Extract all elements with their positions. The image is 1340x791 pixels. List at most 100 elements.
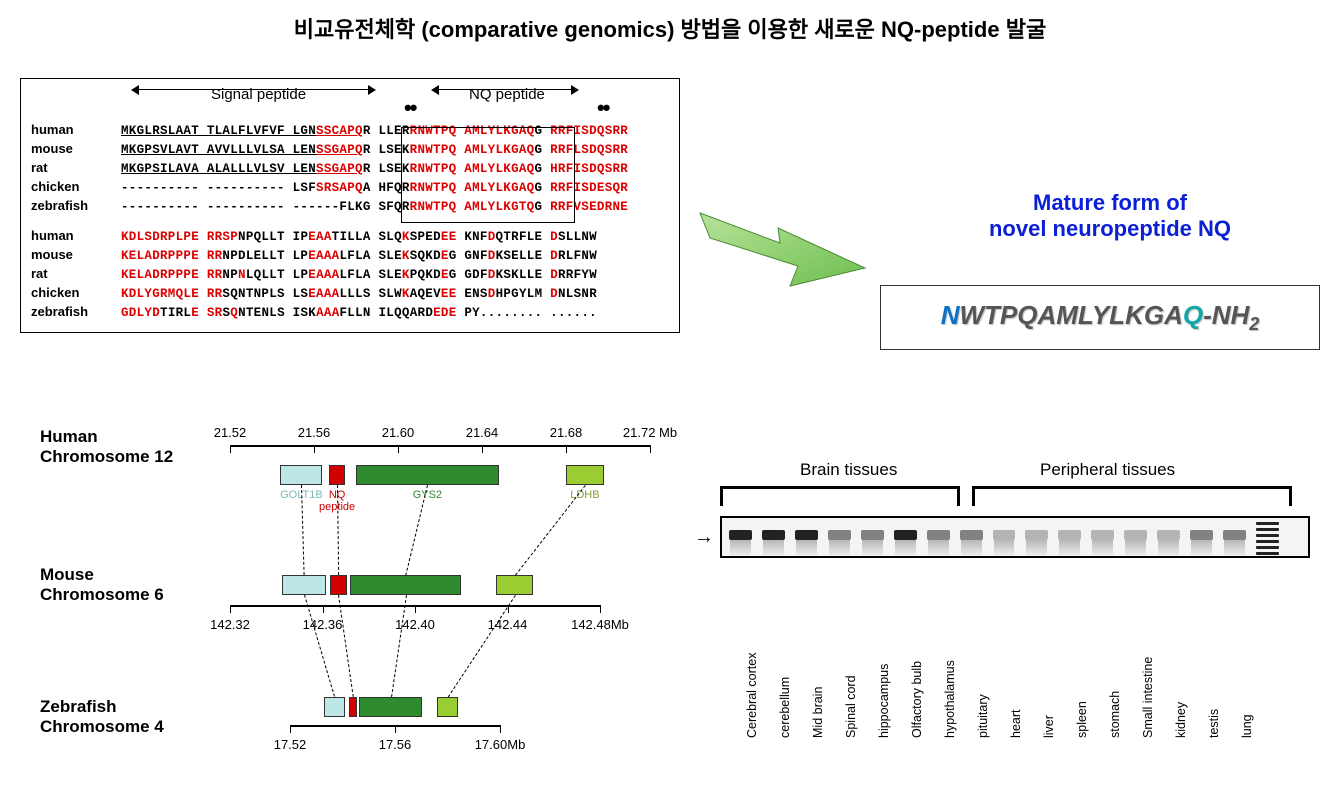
mature-seq-q: Q — [1183, 300, 1203, 330]
mature-seq-n: N — [941, 300, 960, 330]
species-label: zebrafish — [31, 303, 121, 321]
alignment-block-1: humanMKGLRSLAAT TLALFLVFVF LGNSSCAPQR LL… — [31, 121, 669, 215]
zebrafish-chromosome-label: Zebrafish Chromosome 4 — [40, 697, 164, 738]
lane-label: hippocampus — [877, 618, 891, 738]
lane-label: Cerebral cortex — [745, 618, 759, 738]
axis-tick-label: 17.52 — [274, 737, 307, 752]
lane-label: lung — [1240, 618, 1254, 738]
cleavage-marker-left: •• — [404, 93, 415, 123]
gene-block — [324, 697, 345, 717]
gene-block — [349, 697, 357, 717]
mature-title-line2: novel neuropeptide NQ — [989, 216, 1231, 241]
gel-lane — [858, 518, 887, 556]
lane-label: stomach — [1108, 618, 1122, 738]
gene-block — [496, 575, 533, 595]
alignment-row: zebrafish---------- ---------- ------FLK… — [31, 197, 669, 216]
axis-tick-label: 21.60 — [382, 425, 415, 440]
human-gene-track: GOLT1BNQ peptideGYS2LDHB — [230, 465, 650, 485]
sequence: KDLSDRPLPE RRSPNPQLLT IPEAATILLA SLQKSPE… — [121, 230, 597, 244]
gel-lane — [1088, 518, 1117, 556]
mature-seq-mid: WTPQAMLYLKGA — [959, 300, 1182, 330]
mature-seq-suffix: -NH — [1203, 300, 1249, 330]
mature-seq-sub: 2 — [1249, 314, 1259, 334]
alignment-row: humanMKGLRSLAAT TLALFLVFVF LGNSSCAPQR LL… — [31, 121, 669, 140]
alignment-panel: Signal peptide NQ peptide •• •• humanMKG… — [20, 78, 680, 333]
sequence: MKGPSVLAVT AVVLLLVLSA LENSSGAPQR LSEKRNW… — [121, 143, 628, 157]
gene-block — [359, 697, 422, 717]
alignment-row: mouseMKGPSVLAVT AVVLLLVLSA LENSSGAPQR LS… — [31, 140, 669, 159]
brain-tissues-label: Brain tissues — [800, 460, 897, 480]
gel-wrap: Cerebral cortexcerebellumMid brainSpinal… — [720, 516, 1310, 558]
mouse-gene-track — [230, 575, 600, 595]
human-chromosome-label: Human Chromosome 12 — [40, 427, 173, 468]
sequence: MKGPSILAVA ALALLLVLSV LENSSGAPQR LSEKRNW… — [121, 162, 628, 176]
gene-block — [356, 465, 499, 485]
gel-lane — [1055, 518, 1084, 556]
green-arrow-icon — [690, 208, 870, 288]
gel-lane — [924, 518, 953, 556]
sequence: KELADRPPPE RRNPDLELLT LPEAAALFLA SLEKSQK… — [121, 249, 597, 263]
gene-block — [282, 575, 326, 595]
lane-label: cerebellum — [778, 618, 792, 738]
alignment-row: mouseKELADRPPPE RRNPDLELLT LPEAAALFLA SL… — [31, 246, 669, 265]
lane-label: hypothalamus — [943, 618, 957, 738]
alignment-row: zebrafishGDLYDTIRLE SRSQNTENLS ISKAAAFLL… — [31, 303, 669, 322]
species-label: rat — [31, 265, 121, 283]
gel-lane — [825, 518, 854, 556]
gel-lane — [1154, 518, 1183, 556]
gel-lane — [1220, 518, 1249, 556]
human-l1: Human — [40, 427, 98, 446]
species-label: chicken — [31, 284, 121, 302]
gene-block — [280, 465, 322, 485]
mature-form-title: Mature form of novel neuropeptide NQ — [920, 190, 1300, 243]
gel-lane — [891, 518, 920, 556]
gel-lane — [1022, 518, 1051, 556]
mature-title-line1: Mature form of — [1033, 190, 1187, 215]
synteny-link — [515, 485, 586, 576]
axis-tick-label: 21.64 — [466, 425, 499, 440]
zfish-l2: Chromosome 4 — [40, 717, 164, 736]
sequence: KDLYGRMQLE RRSQNTNPLS LSEAAALLLS SLWKAQE… — [121, 287, 597, 301]
zfish-gene-track — [290, 697, 500, 717]
axis-tick-label: 142.32 — [210, 617, 250, 632]
signal-peptide-range-arrow — [131, 85, 376, 95]
alignment-headers: Signal peptide NQ peptide •• •• — [31, 87, 669, 121]
gene-label: GYS2 — [413, 489, 442, 501]
gene-block — [437, 697, 458, 717]
zfish-axis: 17.5217.5617.60Mb — [290, 725, 500, 741]
gel-lane — [759, 518, 788, 556]
lane-label: heart — [1009, 618, 1023, 738]
lane-label: testis — [1207, 618, 1221, 738]
species-label: chicken — [31, 178, 121, 196]
nq-peptide-range-arrow — [431, 85, 579, 95]
axis-tick-label: 142.36 — [303, 617, 343, 632]
lane-label: Spinal cord — [844, 618, 858, 738]
sequence: MKGLRSLAAT TLALFLVFVF LGNSSCAPQR LLERRNW… — [121, 124, 628, 138]
gel-lane — [792, 518, 821, 556]
human-axis: 21.5221.5621.6021.6421.6821.72 Mb — [230, 445, 650, 461]
gel-lane — [990, 518, 1019, 556]
sequence: ---------- ---------- LSFSRSAPQA HFQRRNW… — [121, 181, 628, 195]
human-l2: Chromosome 12 — [40, 447, 173, 466]
lane-label: pituitary — [976, 618, 990, 738]
lane-label: Small intestine — [1141, 618, 1155, 738]
species-label: mouse — [31, 246, 121, 264]
lane-label: kidney — [1174, 618, 1188, 738]
species-label: rat — [31, 159, 121, 177]
species-label: human — [31, 227, 121, 245]
gel-lane — [1121, 518, 1150, 556]
periph-bracket — [972, 486, 1292, 506]
species-label: zebrafish — [31, 197, 121, 215]
gel-ladder-lane — [1253, 518, 1282, 556]
gene-block — [330, 575, 347, 595]
mouse-l2: Chromosome 6 — [40, 585, 164, 604]
peripheral-tissues-label: Peripheral tissues — [1040, 460, 1175, 480]
axis-tick-label: 17.56 — [379, 737, 412, 752]
alignment-row: ratMKGPSILAVA ALALLLVLSV LENSSGAPQR LSEK… — [31, 159, 669, 178]
zfish-l1: Zebrafish — [40, 697, 117, 716]
gene-block — [350, 575, 461, 595]
mouse-chromosome-label: Mouse Chromosome 6 — [40, 565, 164, 606]
mouse-axis: 142.32142.36142.40142.44142.48Mb — [230, 605, 600, 621]
axis-tick-label: 17.60Mb — [475, 737, 526, 752]
axis-tick-label: 21.56 — [298, 425, 331, 440]
